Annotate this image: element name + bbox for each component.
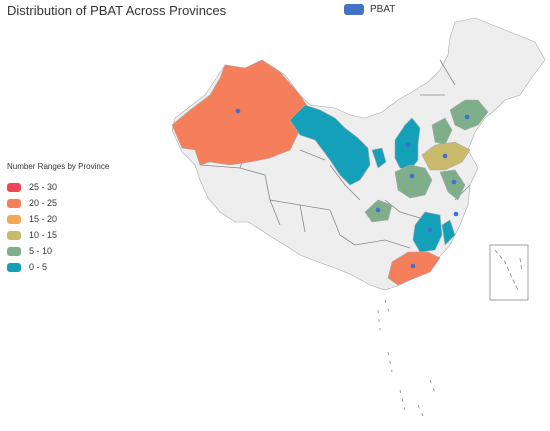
range-swatch bbox=[7, 262, 21, 272]
map-title: Distribution of PBAT Across Provinces bbox=[7, 3, 227, 18]
range-swatch bbox=[7, 230, 21, 240]
range-item-25-30[interactable]: 25 - 30 bbox=[7, 179, 109, 195]
marker-jiangxi[interactable] bbox=[427, 227, 433, 233]
region-gansu-qinghai[interactable] bbox=[289, 104, 371, 186]
range-label: 20 - 25 bbox=[29, 198, 58, 208]
marker-jiangsu[interactable] bbox=[451, 179, 457, 185]
region-ningxia[interactable] bbox=[371, 147, 387, 169]
marker-henan[interactable] bbox=[409, 173, 415, 179]
south-china-sea-inset bbox=[489, 244, 529, 301]
series-swatch bbox=[344, 4, 364, 15]
range-swatch bbox=[7, 198, 21, 208]
region-liaoning[interactable] bbox=[449, 99, 489, 131]
region-fujian[interactable] bbox=[441, 219, 456, 246]
series-legend[interactable]: PBAT bbox=[344, 4, 395, 15]
marker-shandong[interactable] bbox=[442, 153, 448, 159]
range-label: 10 - 15 bbox=[29, 230, 58, 240]
region-xinjiang[interactable] bbox=[171, 59, 311, 166]
range-item-15-20[interactable]: 15 - 20 bbox=[7, 211, 109, 227]
region-henan[interactable] bbox=[394, 164, 433, 199]
range-swatch bbox=[7, 214, 21, 224]
nine-dash-line bbox=[494, 249, 523, 291]
range-label: 25 - 30 bbox=[29, 182, 58, 192]
region-jiangsu[interactable] bbox=[439, 169, 466, 201]
range-item-5-10[interactable]: 5 - 10 bbox=[7, 243, 109, 259]
island-dashes bbox=[377, 299, 437, 421]
range-legend-title: Number Ranges by Province bbox=[7, 162, 110, 171]
range-item-0-5[interactable]: 0 - 5 bbox=[7, 259, 109, 275]
range-label: 0 - 5 bbox=[29, 262, 48, 272]
region-guangdong[interactable] bbox=[387, 251, 441, 286]
range-label: 5 - 10 bbox=[29, 246, 53, 256]
region-hebei[interactable] bbox=[431, 117, 453, 146]
marker-liaoning[interactable] bbox=[464, 114, 470, 120]
region-jiangxi[interactable] bbox=[412, 211, 443, 253]
marker-guangdong[interactable] bbox=[410, 263, 416, 269]
range-swatch bbox=[7, 182, 21, 192]
range-legend: Number Ranges by Province 25 - 30 20 - 2… bbox=[7, 162, 109, 275]
marker-shaanxi[interactable] bbox=[405, 142, 411, 148]
range-item-20-25[interactable]: 20 - 25 bbox=[7, 195, 109, 211]
marker-xinjiang[interactable] bbox=[235, 108, 241, 114]
range-item-10-15[interactable]: 10 - 15 bbox=[7, 227, 109, 243]
province-borders bbox=[199, 59, 471, 249]
range-label: 15 - 20 bbox=[29, 214, 58, 224]
range-swatch bbox=[7, 246, 21, 256]
marker-guizhou[interactable] bbox=[375, 207, 381, 213]
series-legend-label: PBAT bbox=[370, 4, 396, 15]
marker-fujian[interactable] bbox=[453, 211, 459, 217]
